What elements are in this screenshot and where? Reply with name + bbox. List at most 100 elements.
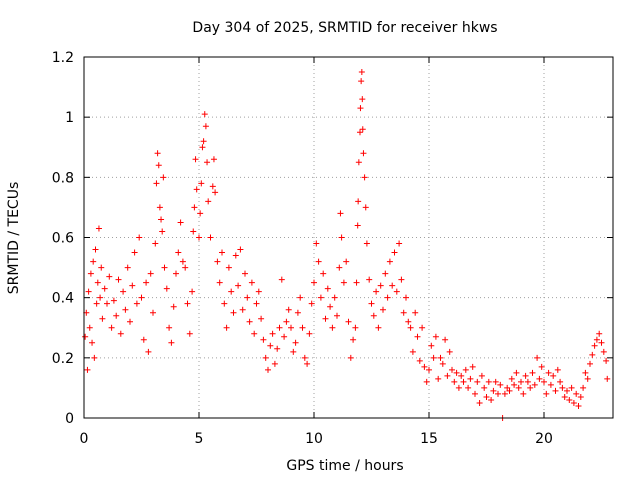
data-point: [133, 300, 140, 307]
data-point: [124, 264, 131, 271]
data-point: [138, 294, 145, 301]
data-point: [469, 363, 476, 370]
data-point: [209, 183, 216, 190]
data-point: [274, 345, 281, 352]
data-point: [515, 384, 522, 391]
data-point: [90, 258, 97, 265]
data-point: [93, 300, 100, 307]
data-point: [294, 309, 301, 316]
chart-title: Day 304 of 2025, SRMTID for receiver hkw…: [192, 20, 497, 36]
data-point: [566, 396, 573, 403]
x-tick-label: 20: [535, 431, 553, 447]
data-point: [267, 342, 274, 349]
data-point: [377, 282, 384, 289]
data-point: [426, 366, 432, 373]
data-point: [357, 129, 363, 136]
data-point: [407, 324, 414, 331]
data-point: [313, 240, 320, 247]
data-point: [518, 378, 524, 385]
data-point: [191, 204, 198, 211]
data-point: [288, 324, 294, 331]
data-point: [460, 378, 467, 385]
data-point: [432, 333, 439, 340]
data-point: [495, 390, 501, 397]
data-point: [455, 384, 462, 391]
data-point: [117, 330, 124, 337]
data-point: [193, 186, 200, 193]
data-point: [163, 285, 170, 292]
data-point: [237, 246, 244, 253]
data-point: [534, 354, 541, 361]
data-point: [472, 390, 478, 397]
data-point: [359, 96, 366, 103]
data-point: [497, 381, 504, 388]
data-point: [311, 279, 317, 286]
data-point: [437, 354, 444, 361]
data-point: [458, 372, 465, 379]
data-point: [467, 375, 474, 382]
data-point: [370, 312, 377, 319]
data-point: [204, 159, 211, 166]
data-point: [355, 159, 362, 166]
data-point: [598, 339, 605, 346]
data-point: [94, 279, 101, 286]
data-point: [600, 348, 607, 355]
data-point: [292, 339, 299, 346]
data-point: [428, 342, 435, 349]
data-point: [400, 309, 407, 316]
data-point: [483, 393, 490, 400]
data-point: [104, 300, 110, 307]
data-point: [173, 270, 179, 277]
data-point: [158, 216, 165, 223]
data-point: [513, 369, 520, 376]
data-point: [156, 204, 163, 211]
data-point: [97, 294, 104, 301]
data-point: [476, 399, 483, 406]
data-point: [366, 276, 373, 283]
data-point: [536, 375, 543, 382]
data-point: [570, 399, 577, 406]
data-point: [285, 306, 292, 313]
data-point: [251, 330, 258, 337]
data-point: [545, 369, 552, 376]
data-point: [161, 264, 168, 271]
data-point: [260, 336, 267, 343]
data-points: [82, 69, 611, 421]
data-point: [308, 300, 315, 307]
x-tick-label: 5: [195, 431, 204, 447]
data-point: [265, 366, 271, 373]
y-axis-label: SRMTID / TECUs: [6, 182, 22, 295]
data-point: [278, 276, 285, 283]
data-point: [271, 360, 278, 367]
data-point: [84, 366, 91, 373]
data-point: [334, 312, 340, 319]
data-point: [357, 105, 364, 112]
data-point: [568, 384, 575, 391]
data-point: [414, 333, 421, 340]
data-point: [355, 198, 362, 205]
data-point: [92, 246, 99, 253]
data-point: [336, 264, 343, 271]
data-point: [522, 372, 529, 379]
data-point: [419, 324, 426, 331]
data-point: [258, 315, 265, 322]
data-point: [184, 300, 191, 307]
data-point: [155, 162, 162, 169]
data-point: [490, 387, 497, 394]
data-point: [520, 390, 527, 397]
data-point: [360, 150, 367, 157]
data-point: [350, 336, 357, 343]
data-point: [110, 297, 117, 304]
x-axis-label: GPS time / hours: [286, 458, 403, 474]
data-point: [99, 315, 106, 322]
data-point: [340, 279, 347, 286]
data-point: [115, 276, 122, 283]
data-point: [304, 360, 311, 367]
data-point: [573, 390, 580, 397]
data-point: [338, 234, 345, 241]
data-point: [186, 330, 193, 337]
data-point: [202, 123, 209, 130]
data-point: [170, 303, 177, 310]
data-point: [205, 198, 212, 205]
data-point: [320, 270, 327, 277]
